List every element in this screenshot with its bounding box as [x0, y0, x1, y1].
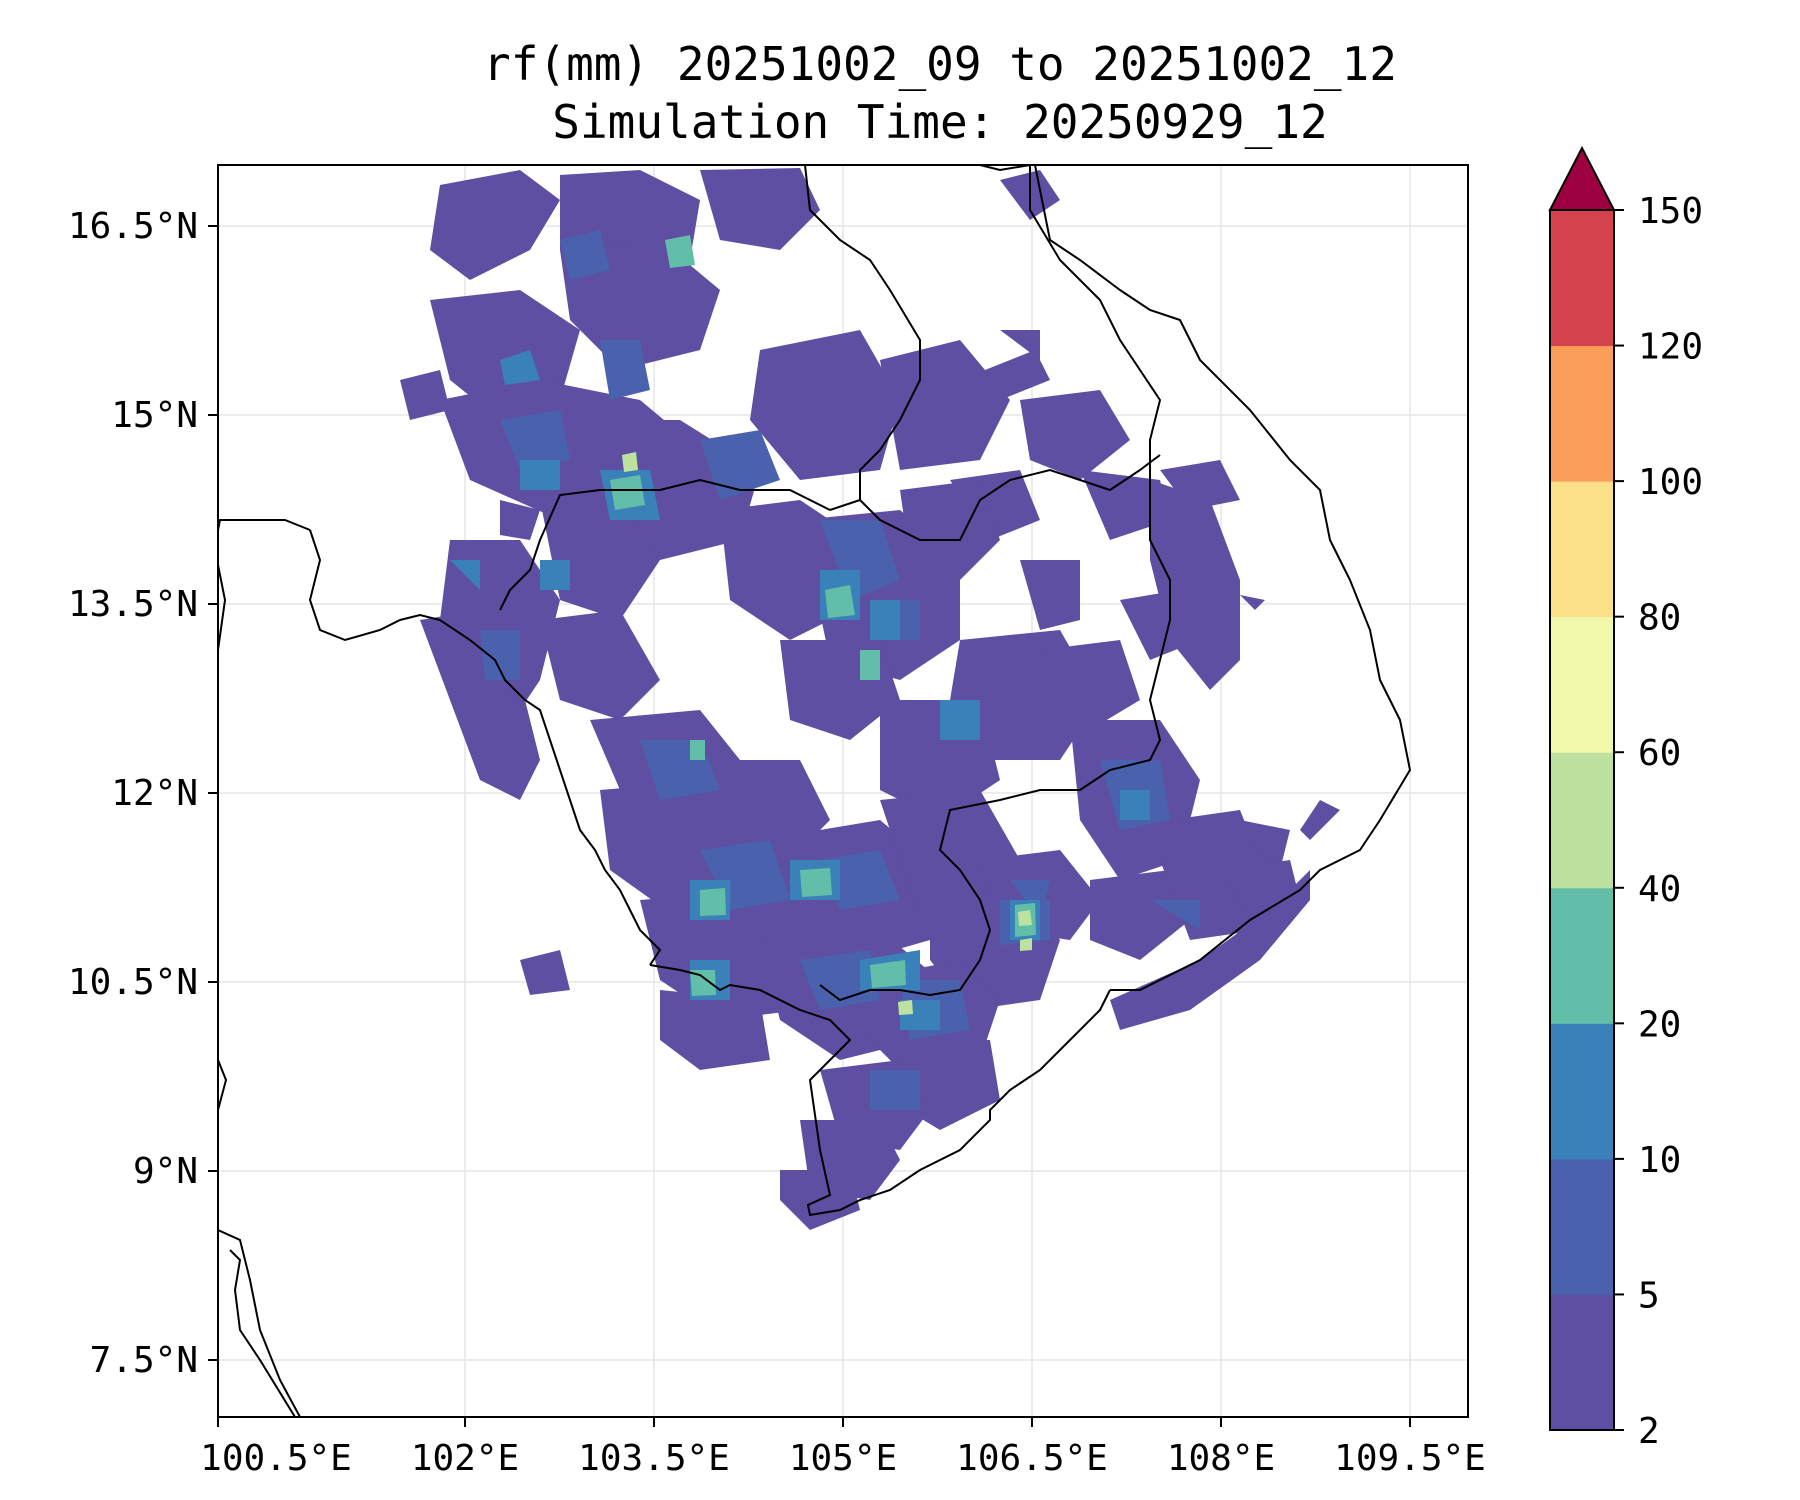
rainfall-field — [400, 168, 1340, 1230]
colorbar-tick-label: 150 — [1638, 191, 1703, 232]
rain-level-20-40 — [610, 235, 1036, 996]
colorbar-tick-label: 2 — [1638, 1411, 1660, 1452]
y-tick-label: 7.5°N — [90, 1340, 198, 1381]
colorbar-tick-label: 40 — [1638, 869, 1681, 910]
colorbar-tick-label: 100 — [1638, 462, 1703, 503]
colorbar-tick-label: 5 — [1638, 1275, 1660, 1316]
colorbar-bin — [1550, 887, 1614, 1024]
map-title-line1: rf(mm) 20251002_09 to 20251002_12 — [483, 37, 1397, 91]
colorbar: 2 5 10 20 40 60 80 100 120 150 — [1548, 145, 1703, 1452]
x-tick-label: 109.5°E — [1334, 1438, 1486, 1479]
y-tick-label: 9°N — [133, 1151, 198, 1192]
colorbar-bin — [1550, 752, 1614, 889]
y-tick-label: 16.5°N — [68, 206, 198, 247]
colorbar-bin — [1550, 616, 1614, 753]
colorbar-tick-label: 10 — [1638, 1140, 1681, 1181]
x-tick-label: 105°E — [789, 1438, 897, 1479]
x-tick-label: 108°E — [1167, 1438, 1275, 1479]
x-tick-label: 100.5°E — [200, 1438, 352, 1479]
y-tick-label: 12°N — [111, 773, 198, 814]
colorbar-tick-label: 60 — [1638, 733, 1681, 774]
x-axis-ticks — [217, 1417, 1411, 1427]
colorbar-bin — [1550, 481, 1614, 618]
colorbar-tick-label: 20 — [1638, 1004, 1681, 1045]
colorbar-bin — [1550, 1158, 1614, 1295]
y-tick-label: 15°N — [111, 395, 198, 436]
colorbar-extend-arrow — [1548, 145, 1616, 211]
colorbar-tick-label: 120 — [1638, 327, 1703, 368]
colorbar-outline — [1549, 209, 1615, 1431]
colorbar-bin — [1550, 210, 1614, 347]
x-tick-label: 102°E — [411, 1438, 519, 1479]
colorbar-tick-label: 80 — [1638, 598, 1681, 639]
y-axis-ticks — [208, 225, 218, 1361]
rain-level-10-20 — [450, 350, 1150, 1030]
x-tick-label: 106.5°E — [956, 1438, 1108, 1479]
colorbar-bin — [1550, 1294, 1614, 1431]
map-title-line2: Simulation Time: 20250929_12 — [552, 95, 1328, 149]
coastlines-borders — [218, 165, 1412, 1417]
y-tick-label: 13.5°N — [68, 584, 198, 625]
colorbar-bin — [1550, 1023, 1614, 1160]
rain-level-40-60 — [622, 452, 1032, 1015]
colorbar-bin — [1550, 345, 1614, 482]
y-tick-label: 10.5°N — [68, 962, 198, 1003]
x-tick-label: 103.5°E — [578, 1438, 730, 1479]
